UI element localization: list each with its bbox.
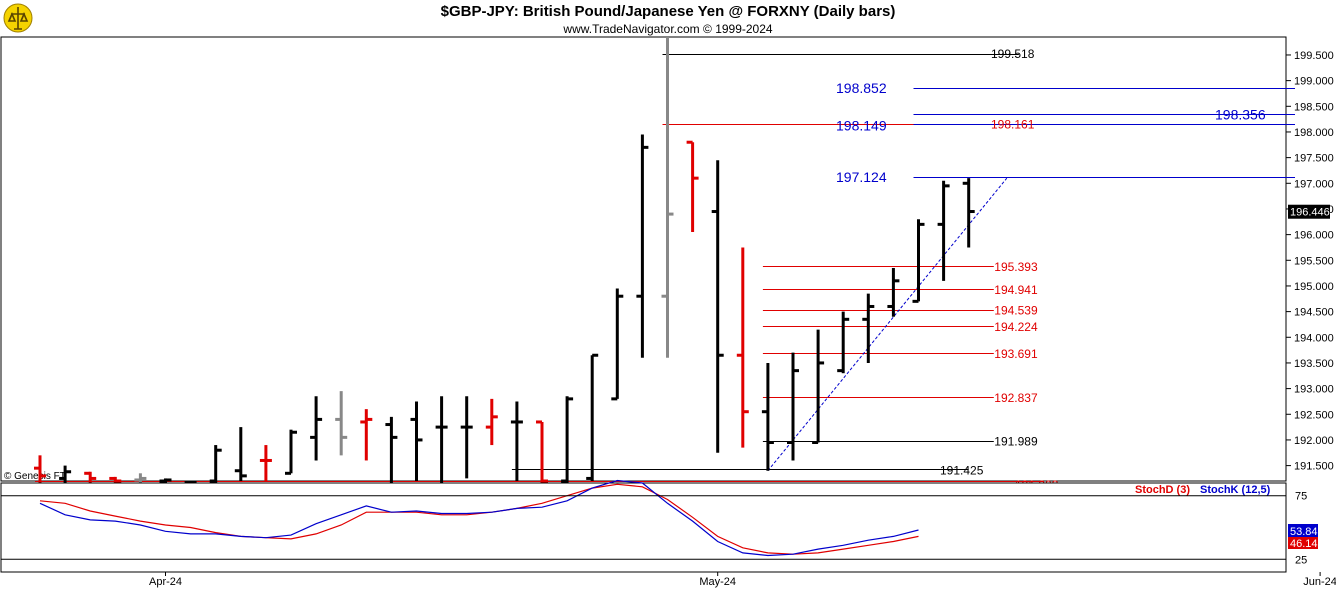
price-bar [335,391,348,456]
level-label: 193.691 [994,347,1038,361]
stochastic-tick-label: 25 [1295,554,1307,566]
date-tick-label: May-24 [699,576,736,588]
level-label: 198.149 [836,117,887,133]
price-bar [812,329,825,445]
price-bar [34,455,46,484]
stochastic-last-label: 53.84 [1290,526,1318,538]
price-bar [711,160,724,453]
price-bar [385,416,398,484]
price-bar [435,396,448,484]
stochastic-last-badge [1288,536,1318,549]
legend-stochd: StochD (3) [1135,484,1190,496]
stochastic-plot-border [0,482,1287,573]
price-tick-label: 197.500 [1294,153,1334,165]
price-tick-label: 192.500 [1294,409,1334,421]
price-tick-label: 198.000 [1294,127,1334,139]
price-tick-label: 195.000 [1294,281,1334,293]
date-tick-label: Apr-24 [149,576,182,588]
price-bar [636,134,649,358]
price-tick-label: 195.500 [1294,255,1334,267]
level-label: 199.518 [991,47,1035,61]
price-bar [686,140,699,233]
price-bar [460,396,473,479]
price-bars [34,37,975,485]
level-label: 198.852 [836,80,887,96]
price-bar [485,398,498,446]
level-label: 191.989 [994,435,1038,449]
stochastic-panel [0,482,1287,573]
price-bar [962,178,975,248]
price-bar [209,445,222,484]
price-bar [912,219,925,303]
stochastic-series-line [39,483,919,555]
level-label: 198.356 [1215,107,1266,123]
watermark-text: © Genesis FT [4,471,66,482]
price-bar [561,396,574,484]
level-label: 195.393 [994,260,1038,274]
legend-stochk: StochK (12,5) [1200,484,1271,496]
level-label: 192.837 [994,391,1038,405]
price-bar [586,353,599,481]
price-tick-label: 199.500 [1294,50,1334,62]
price-bar [59,465,72,484]
price-tick-label: 194.500 [1294,307,1334,319]
price-bar [661,37,674,358]
price-bar [536,420,548,484]
price-bar [109,476,122,484]
price-bar [611,288,624,401]
price-tick-label: 193.000 [1294,384,1334,396]
stochastic-axis: 75 25 [1,491,1307,566]
stochastic-last-badge [1288,524,1318,537]
price-bar [862,293,875,363]
price-bar [937,180,950,281]
trade-navigator-logo [3,3,33,33]
price-bar [410,401,423,481]
date-tick-label: Jun-24 [1303,576,1336,588]
price-tick-label: 191.500 [1294,461,1334,473]
stochastic-series-line [39,479,919,557]
chart-subtitle: www.TradeNavigator.com © 1999-2024 [563,22,773,36]
chart-header: $GBP-JPY: British Pound/Japanese Yen @ F… [0,0,1336,37]
price-bar [84,471,97,484]
price-bar [787,352,799,461]
price-bar [234,427,247,481]
price-levels: 199.518 198.852 198.356 198.161 198.149 197.1… [35,47,1295,492]
price-tick-label: 199.000 [1294,76,1334,88]
stochastic-last-label: 46.14 [1290,538,1318,550]
level-label: 198.161 [991,118,1035,132]
price-tick-label: 198.500 [1294,101,1334,113]
level-label: 194.539 [994,304,1038,318]
price-bar [510,401,523,481]
price-bar [310,396,323,461]
chart-title: $GBP-JPY: British Pound/Japanese Yen @ F… [440,3,896,20]
price-bar [887,267,900,317]
price-bar [285,429,297,475]
price-bar [360,409,373,461]
price-axis: 199.500 199.000 198.500 198.000 197.500 197.0… [1286,50,1334,473]
level-label: 194.941 [994,283,1038,297]
level-label: 191.425 [940,463,984,477]
price-tick-label: 196.000 [1294,230,1334,242]
price-tick-label: 193.500 [1294,358,1334,370]
level-label: 194.224 [994,320,1038,334]
price-bar [736,247,749,448]
last-price-badge [1288,204,1330,219]
date-axis: Apr-24 May-24 Jun-24 [149,572,1336,588]
price-tick-label: 194.000 [1294,332,1334,344]
level-label: 197.124 [836,169,887,185]
price-bar [259,445,272,481]
price-tick-label: 197.000 [1294,178,1334,190]
price-bar [134,473,147,484]
price-bar [761,362,774,471]
stochastic-tick-label: 75 [1295,491,1307,503]
trendline [767,177,1008,472]
price-bar [837,311,850,374]
price-tick-label: 192.000 [1294,435,1334,447]
last-price-label: 196.446 [1290,207,1330,219]
